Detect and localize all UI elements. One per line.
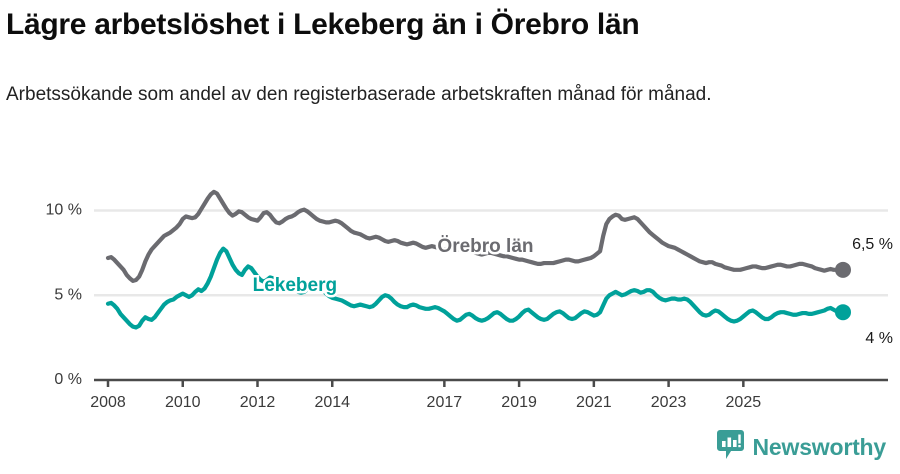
x-axis-tick-label: 2008 bbox=[90, 394, 126, 411]
x-axis-tick-label: 2025 bbox=[726, 394, 762, 411]
y-axis-tick-label: 0 % bbox=[54, 371, 82, 388]
page-title: Lägre arbetslöshet i Lekeberg än i Örebr… bbox=[6, 8, 640, 41]
series-label-lekeberg: Lekeberg bbox=[253, 275, 337, 296]
x-axis-tick-label: 2021 bbox=[576, 394, 612, 411]
series-end-markers bbox=[835, 261, 851, 321]
x-axis-tick-label: 2012 bbox=[240, 394, 276, 411]
y-axis-tick-label: 5 % bbox=[54, 286, 82, 303]
y-axis-tick-label: 10 % bbox=[46, 202, 82, 219]
x-axis-tick-label: 2023 bbox=[651, 394, 687, 411]
bar-chart-bubble-icon bbox=[716, 429, 744, 465]
series-end-value-labels: 6,5 % 4 % bbox=[852, 236, 893, 347]
series-inline-labels: Örebro län Lekeberg bbox=[250, 234, 536, 299]
x-axis-tick-label: 2010 bbox=[165, 394, 201, 411]
end-marker-lekeberg bbox=[835, 304, 851, 321]
end-marker-örebro-län bbox=[835, 261, 851, 278]
end-value-label: 4 % bbox=[865, 330, 893, 347]
x-axis-labels: 2008 2010 2012 2014 2017 2019 2021 2023 2025 bbox=[90, 394, 761, 411]
x-axis-tick-label: 2017 bbox=[427, 394, 463, 411]
series-label-örebro-län: Örebro län bbox=[437, 236, 533, 257]
y-axis-labels: 0 % 5 % 10 % bbox=[46, 202, 82, 389]
newsworthy-wordmark: Newsworthy bbox=[752, 433, 887, 460]
x-axis-tick-label: 2014 bbox=[314, 394, 350, 411]
x-axis-ticks bbox=[106, 380, 745, 387]
series-lines bbox=[105, 189, 846, 330]
newsworthy-logo[interactable]: Newsworthy bbox=[716, 429, 887, 465]
x-axis-tick-label: 2019 bbox=[501, 394, 537, 411]
end-value-label: 6,5 % bbox=[852, 236, 893, 253]
series-line-lekeberg bbox=[105, 246, 846, 330]
series-line-örebro-län bbox=[105, 189, 846, 283]
page-subtitle: Arbetssökande som andel av den registerb… bbox=[6, 84, 712, 105]
